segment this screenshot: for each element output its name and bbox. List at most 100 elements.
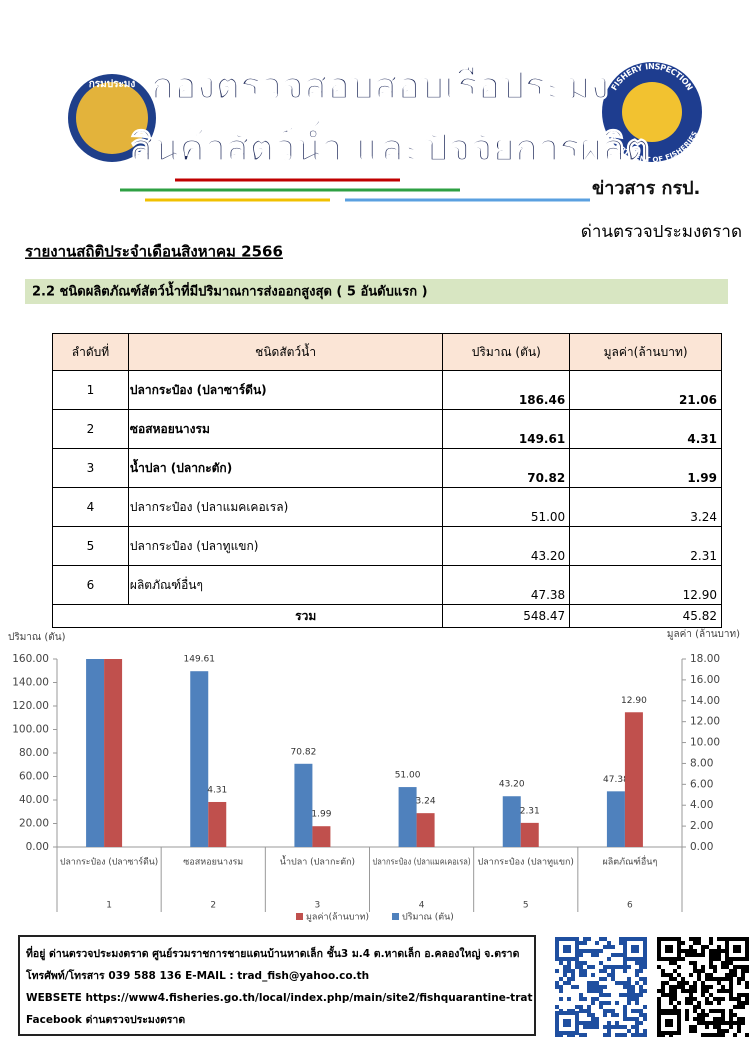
x-tick-label: ปลากระป๋อง (ปลาทูแขก)	[478, 857, 574, 868]
qr-module	[717, 953, 721, 957]
qr-module	[721, 1017, 725, 1021]
qr-module	[693, 969, 697, 973]
qr-module	[567, 981, 571, 985]
qr-module	[559, 997, 563, 1001]
value-label: 47.38	[603, 775, 629, 785]
qr-module	[689, 953, 693, 957]
qr-module	[741, 973, 745, 977]
qr-module	[677, 973, 681, 977]
qr-module	[583, 1025, 587, 1029]
table-cell: 2	[52, 409, 129, 449]
x-tick-label: ปลากระป๋อง (ปลาแมคเคอเรล)	[373, 857, 471, 868]
qr-module	[745, 993, 749, 997]
qr-module	[591, 1021, 595, 1025]
qr-module	[709, 1033, 713, 1037]
qr-module	[657, 965, 661, 969]
qr-module	[717, 1001, 721, 1005]
qr-module	[635, 997, 639, 1001]
qr-module	[705, 989, 709, 993]
legend-swatch	[392, 913, 399, 920]
qr-module	[729, 969, 733, 973]
qr-module	[643, 965, 647, 969]
qr-module	[741, 977, 745, 981]
qr-module	[611, 969, 615, 973]
qr-module	[733, 1013, 737, 1017]
qr-module	[705, 945, 709, 949]
table-row: 5 ปลากระป๋อง (ปลาทูแขก) 43.20 2.31	[52, 526, 722, 566]
qr-module	[741, 969, 745, 973]
qr-module	[721, 1013, 725, 1017]
value-label: 4.31	[207, 785, 227, 795]
qr-module	[697, 973, 701, 977]
bar	[606, 791, 625, 847]
qr-module	[721, 1009, 725, 1013]
qr-module	[583, 969, 587, 973]
qr-module	[643, 977, 647, 981]
bar	[294, 763, 313, 847]
qr-module	[579, 973, 583, 977]
table-cell: น้ำปลา (ปลากะตัก)	[127, 448, 444, 488]
qr-module	[685, 953, 689, 957]
x-tick-label: ปลากระป๋อง (ปลาซาร์ดีน)	[60, 856, 158, 868]
qr-module	[635, 1033, 639, 1037]
qr-module	[607, 1021, 611, 1025]
qr-module	[681, 985, 685, 989]
qr-module	[685, 1017, 689, 1021]
qr-module	[689, 997, 693, 1001]
qr-module	[627, 981, 631, 985]
qr-module	[693, 953, 697, 957]
qr-module	[737, 1001, 741, 1005]
qr-module	[725, 1029, 729, 1033]
x-tick-label: ผลิตภัณฑ์อื่นๆ	[603, 855, 658, 868]
qr-module	[599, 1005, 603, 1009]
qr-module	[607, 1033, 611, 1037]
qr-module	[725, 989, 729, 993]
y2-tick-label: 16.00	[690, 674, 720, 686]
qr-module	[697, 953, 701, 957]
qr-module	[607, 957, 611, 961]
qr-module	[669, 989, 673, 993]
qr-module	[591, 1001, 595, 1005]
qr-module	[729, 1025, 733, 1029]
qr-module	[571, 973, 575, 977]
qr-module	[587, 1021, 591, 1025]
qr-module	[657, 997, 661, 1001]
qr-module	[615, 981, 619, 985]
qr-module	[583, 937, 587, 941]
qr-module	[623, 981, 627, 985]
qr-module	[587, 989, 591, 993]
qr-module	[587, 1005, 591, 1009]
qr-module	[559, 985, 563, 989]
qr-module	[643, 1005, 647, 1009]
qr-module	[737, 993, 741, 997]
qr-module	[689, 1001, 693, 1005]
qr-module	[619, 953, 623, 957]
qr-module	[639, 985, 643, 989]
qr-module	[575, 985, 579, 989]
qr-module	[603, 1025, 607, 1029]
table-cell: 5	[52, 526, 129, 566]
qr-module	[717, 1009, 721, 1013]
qr-module	[559, 977, 563, 981]
qr-module	[635, 961, 639, 965]
qr-module	[619, 965, 623, 969]
qr-finder	[631, 945, 639, 953]
qr-module	[737, 1029, 741, 1033]
qr-module	[673, 989, 677, 993]
qr-module	[685, 997, 689, 1001]
x-tick-label: ซอสหอยนางรม	[183, 858, 243, 868]
qr-module	[657, 1005, 661, 1009]
qr-module	[673, 961, 677, 965]
qr-module	[737, 1005, 741, 1009]
qr-module	[717, 1021, 721, 1025]
y-tick-label: 140.00	[12, 677, 49, 689]
qr-module	[701, 1013, 705, 1017]
legend-label: มูลค่า(ล้านบาท)	[306, 912, 369, 923]
qr-module	[745, 969, 749, 973]
qr-module	[669, 1001, 673, 1005]
table-cell: ซอสหอยนางรม	[127, 409, 444, 449]
qr-module	[627, 993, 631, 997]
qr-module	[579, 997, 583, 1001]
qr-module	[579, 961, 583, 965]
qr-module	[587, 937, 591, 941]
